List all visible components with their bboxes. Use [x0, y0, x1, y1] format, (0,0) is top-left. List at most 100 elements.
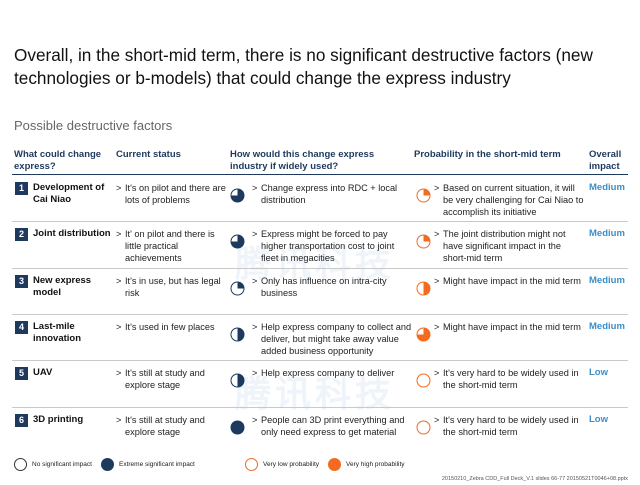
change-cell: > Only has influence on intra-city busin… — [252, 275, 412, 299]
header-probability: Probability in the short-mid term — [414, 149, 561, 160]
row-divider — [12, 314, 628, 315]
table-row: 3 New express model > It's in use, but h… — [12, 270, 628, 316]
change-cell: > Express might be forced to pay higher … — [252, 228, 412, 264]
header-divider — [12, 174, 628, 175]
table-row: 4 Last-mile innovation > It's used in fe… — [12, 316, 628, 362]
navy-pie-icon — [230, 234, 245, 249]
orange-pie-icon — [416, 281, 431, 296]
overall-impact: Medium — [589, 321, 625, 332]
change-text: Only has influence on intra-city busines… — [261, 276, 387, 298]
arrow-icon: > — [434, 229, 440, 239]
empty-orange-circle-icon — [245, 458, 258, 471]
arrow-icon: > — [252, 229, 258, 239]
navy-pie-icon — [230, 281, 245, 296]
status-text: It's on pilot and there are lots of prob… — [125, 183, 226, 205]
arrow-icon: > — [116, 276, 122, 286]
legend-label: Very high probability — [346, 461, 405, 468]
header-status: Current status — [116, 149, 181, 160]
navy-pie-icon — [230, 327, 245, 342]
overall-impact: Low — [589, 414, 608, 425]
arrow-icon: > — [434, 415, 440, 425]
arrow-icon: > — [252, 322, 258, 332]
probability-harvey-ball — [416, 327, 431, 342]
table-row: 1 Development of Cai Niao > It's on pilo… — [12, 177, 628, 223]
factor-name: Joint distribution — [33, 228, 111, 239]
change-cell: > Help express company to deliver — [252, 367, 412, 379]
arrow-icon: > — [252, 368, 258, 378]
arrow-icon: > — [116, 183, 122, 193]
navy-pie-icon — [230, 373, 245, 388]
probability-cell: > The joint distribution might not have … — [434, 228, 586, 264]
change-cell: > People can 3D print everything and onl… — [252, 414, 412, 438]
factor-name: UAV — [33, 367, 53, 378]
overall-impact: Medium — [589, 228, 625, 239]
table-row: 5 UAV > It's still at study and explore … — [12, 362, 628, 408]
impact-harvey-ball — [230, 420, 245, 435]
filled-orange-circle-icon — [328, 458, 341, 471]
arrow-icon: > — [116, 415, 122, 425]
filled-circle-icon — [101, 458, 114, 471]
header-factor: What could change express? — [14, 149, 102, 172]
probability-harvey-ball — [416, 188, 431, 203]
factor-name: Last-mile innovation — [33, 321, 82, 344]
orange-pie-icon — [416, 420, 431, 435]
probability-text: Might have impact in the mid term — [443, 276, 581, 286]
overall-impact: Medium — [589, 275, 625, 286]
table-row: 6 3D printing > It's still at study and … — [12, 409, 628, 455]
row-divider — [12, 407, 628, 408]
status-text: It's still at study and explore stage — [125, 368, 205, 390]
factor-name: New express model — [33, 275, 92, 298]
status-text: It's still at study and explore stage — [125, 415, 205, 437]
arrow-icon: > — [116, 368, 122, 378]
status-cell: > It's still at study and explore stage — [116, 367, 228, 391]
header-impact: Overall impact — [589, 149, 622, 172]
arrow-icon: > — [252, 183, 258, 193]
probability-text: Based on current situation, it will be v… — [443, 183, 584, 217]
navy-pie-icon — [230, 420, 245, 435]
legend-label: Very low probability — [263, 461, 319, 468]
probability-text: The joint distribution might not have si… — [443, 229, 566, 263]
row-divider — [12, 221, 628, 222]
status-cell: > It's used in few places — [116, 321, 228, 333]
row-number: 2 — [15, 228, 28, 241]
impact-harvey-ball — [230, 234, 245, 249]
impact-harvey-ball — [230, 373, 245, 388]
empty-circle-icon — [14, 458, 27, 471]
change-cell: > Change express into RDC + local distri… — [252, 182, 412, 206]
page-title: Overall, in the short-mid term, there is… — [14, 45, 593, 88]
legend-label: Extreme significant impact — [119, 461, 195, 468]
orange-pie-icon — [416, 234, 431, 249]
impact-harvey-ball — [230, 281, 245, 296]
row-number: 5 — [15, 367, 28, 380]
change-text: Express might be forced to pay higher tr… — [261, 229, 395, 263]
arrow-icon: > — [434, 276, 440, 286]
row-divider — [12, 360, 628, 361]
probability-text: Might have impact in the mid term — [443, 322, 581, 332]
row-number: 1 — [15, 182, 28, 195]
arrow-icon: > — [252, 415, 258, 425]
row-divider — [12, 268, 628, 269]
arrow-icon: > — [116, 322, 122, 332]
probability-harvey-ball — [416, 420, 431, 435]
impact-harvey-ball — [230, 188, 245, 203]
change-cell: > Help express company to collect and de… — [252, 321, 412, 357]
row-number: 4 — [15, 321, 28, 334]
change-text: Help express company to collect and deli… — [261, 322, 412, 356]
overall-impact: Low — [589, 367, 608, 378]
header-change: How would this change express industry i… — [230, 149, 375, 172]
probability-cell: > It's very hard to be widely used in th… — [434, 414, 586, 438]
factor-name: Development of Cai Niao — [33, 182, 105, 205]
status-text: It's used in few places — [125, 322, 215, 332]
navy-pie-icon — [230, 188, 245, 203]
table-row: 2 Joint distribution > It' on pilot and … — [12, 223, 628, 269]
probability-harvey-ball — [416, 234, 431, 249]
arrow-icon: > — [252, 276, 258, 286]
status-text: It' on pilot and there is little practic… — [125, 229, 215, 263]
status-cell: > It's in use, but has legal risk — [116, 275, 228, 299]
arrow-icon: > — [434, 368, 440, 378]
impact-harvey-ball — [230, 327, 245, 342]
arrow-icon: > — [434, 322, 440, 332]
probability-cell: > Based on current situation, it will be… — [434, 182, 586, 218]
probability-text: It's very hard to be widely used in the … — [443, 415, 579, 437]
footer-filename: 20150210_Zebra CDD_Full Deck_V.1 slides … — [441, 476, 628, 482]
